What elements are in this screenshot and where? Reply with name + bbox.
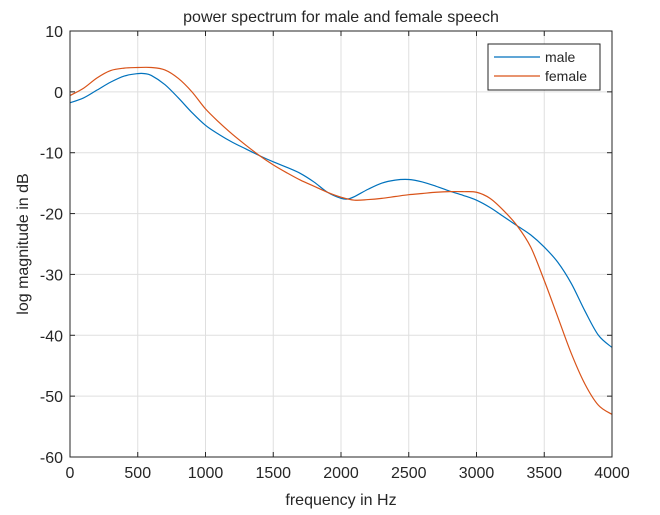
series-layer: [69, 66, 613, 415]
series-line-female: [69, 66, 613, 415]
x-tick-label: 4000: [594, 465, 630, 482]
y-tick-label: -20: [40, 207, 63, 224]
legend-label-female: female: [545, 68, 587, 84]
y-tick-label: -10: [40, 146, 63, 163]
legend: male female: [487, 43, 601, 91]
y-tick-label: -30: [40, 267, 63, 284]
tick-labels: 0 500 1000 1500 2000 2500 3000 3500 4000 -60 -50 -4…: [40, 24, 630, 482]
y-tick-label: -60: [40, 450, 63, 467]
y-tick-label: -50: [40, 389, 63, 406]
legend-label-male: male: [545, 49, 576, 65]
chart-title: power spectrum for male and female speec…: [183, 9, 499, 26]
x-tick-label: 2500: [391, 465, 427, 482]
x-tick-label: 3500: [526, 465, 562, 482]
x-tick-label: 2000: [323, 465, 359, 482]
x-tick-label: 1000: [188, 465, 224, 482]
x-tick-label: 3000: [459, 465, 495, 482]
x-tick-label: 0: [66, 465, 75, 482]
legend-box: [487, 43, 601, 91]
x-tick-label: 500: [124, 465, 151, 482]
y-axis-title: log magnitude in dB: [15, 173, 32, 314]
x-axis-title: frequency in Hz: [285, 492, 396, 509]
y-tick-label: -40: [40, 328, 63, 345]
ticks: [69, 30, 613, 458]
y-tick-label: 10: [45, 24, 63, 41]
y-tick-label: 0: [54, 85, 63, 102]
x-tick-label: 1500: [255, 465, 291, 482]
